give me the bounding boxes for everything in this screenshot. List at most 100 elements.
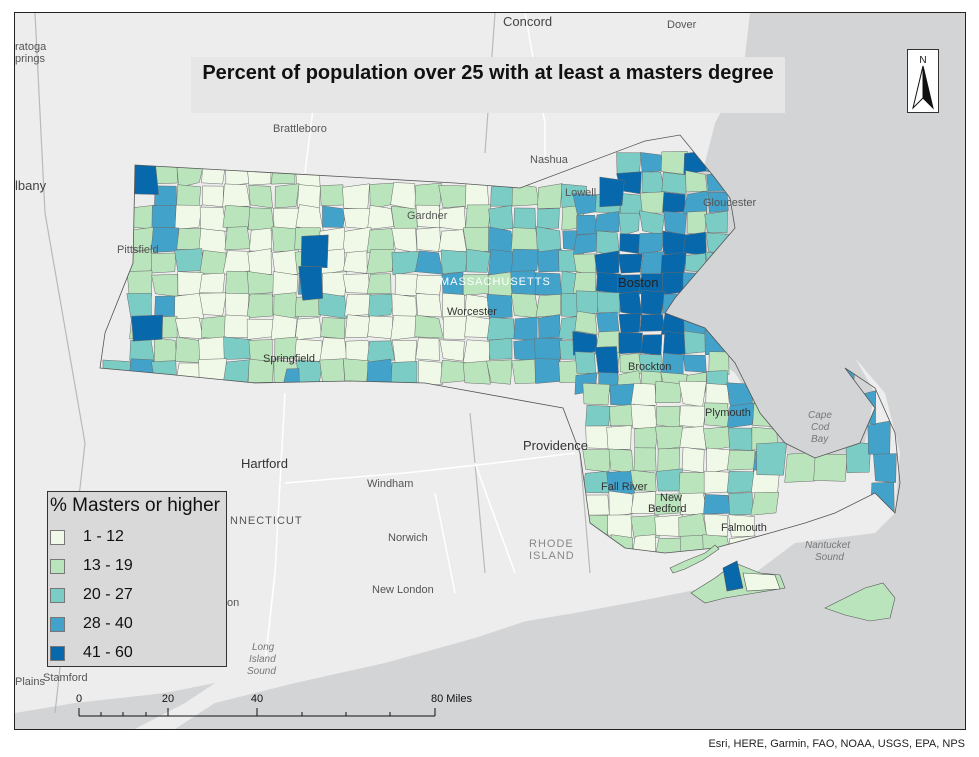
town-polygon[interactable] <box>392 339 417 364</box>
town-polygon[interactable] <box>662 192 686 213</box>
town-polygon[interactable] <box>438 229 467 252</box>
town-polygon[interactable] <box>465 248 491 273</box>
town-polygon[interactable] <box>415 293 443 318</box>
town-polygon[interactable] <box>513 316 538 341</box>
town-polygon[interactable] <box>705 383 730 405</box>
town-polygon[interactable] <box>415 204 441 229</box>
town-polygon[interactable] <box>534 358 563 384</box>
town-polygon[interactable] <box>662 331 686 356</box>
town-polygon[interactable] <box>440 359 467 384</box>
town-polygon[interactable] <box>320 317 346 340</box>
town-polygon[interactable] <box>273 292 299 319</box>
town-polygon[interactable] <box>630 403 658 430</box>
town-polygon[interactable] <box>174 292 204 320</box>
town-polygon[interactable] <box>344 314 371 338</box>
town-polygon[interactable] <box>726 402 756 429</box>
town-polygon[interactable] <box>618 290 643 316</box>
town-polygon[interactable] <box>342 183 370 210</box>
town-polygon[interactable] <box>681 446 705 474</box>
town-polygon[interactable] <box>418 360 443 385</box>
town-polygon[interactable] <box>511 248 540 275</box>
town-polygon[interactable] <box>510 227 540 253</box>
town-polygon[interactable] <box>510 293 540 319</box>
town-polygon[interactable] <box>756 441 787 476</box>
town-polygon[interactable] <box>198 228 227 254</box>
town-polygon[interactable] <box>750 491 780 516</box>
town-polygon[interactable] <box>223 314 251 338</box>
town-polygon[interactable] <box>617 253 643 274</box>
town-polygon[interactable] <box>582 382 611 406</box>
town-polygon[interactable] <box>271 249 299 276</box>
town-polygon[interactable] <box>342 250 368 274</box>
town-polygon[interactable] <box>867 420 891 455</box>
town-polygon[interactable] <box>416 226 442 253</box>
town-polygon[interactable] <box>594 346 619 374</box>
town-polygon[interactable] <box>486 359 513 385</box>
town-polygon[interactable] <box>248 207 275 232</box>
town-polygon[interactable] <box>679 405 707 429</box>
town-polygon[interactable] <box>678 472 707 495</box>
map-canvas[interactable]: Concord Dover ratoga prings Brattleboro … <box>15 13 965 729</box>
town-polygon[interactable] <box>222 183 251 208</box>
town-polygon[interactable] <box>247 248 272 275</box>
town-polygon[interactable] <box>131 314 163 342</box>
town-polygon[interactable] <box>599 176 625 208</box>
town-polygon[interactable] <box>630 515 660 539</box>
town-polygon[interactable] <box>151 205 176 230</box>
map-frame[interactable]: Concord Dover ratoga prings Brattleboro … <box>14 12 966 730</box>
town-polygon[interactable] <box>618 313 642 334</box>
town-polygon[interactable] <box>224 270 251 297</box>
town-polygon[interactable] <box>295 204 324 232</box>
town-polygon[interactable] <box>151 274 179 297</box>
town-polygon[interactable] <box>537 248 562 273</box>
town-polygon[interactable] <box>486 317 516 341</box>
town-polygon[interactable] <box>224 226 251 251</box>
town-polygon[interactable] <box>129 337 155 361</box>
town-polygon[interactable] <box>132 161 159 195</box>
town-polygon[interactable] <box>414 250 444 275</box>
town-polygon[interactable] <box>319 184 345 206</box>
town-polygon[interactable] <box>703 494 732 515</box>
town-polygon[interactable] <box>390 361 418 384</box>
town-polygon[interactable] <box>573 233 600 255</box>
town-polygon[interactable] <box>174 248 204 272</box>
town-polygon[interactable] <box>703 426 730 452</box>
town-polygon[interactable] <box>538 314 561 339</box>
town-polygon[interactable] <box>682 190 708 215</box>
town-polygon[interactable] <box>594 211 620 232</box>
town-polygon[interactable] <box>682 231 707 256</box>
town-polygon[interactable] <box>660 251 687 276</box>
marthas-vineyard-east[interactable] <box>742 572 781 592</box>
town-polygon[interactable] <box>654 380 683 404</box>
town-polygon[interactable] <box>322 205 347 228</box>
town-polygon[interactable] <box>654 514 683 537</box>
town-polygon[interactable] <box>606 425 632 450</box>
nantucket-island[interactable] <box>824 582 896 622</box>
town-polygon[interactable] <box>176 228 203 251</box>
town-polygon[interactable] <box>638 232 666 255</box>
town-polygon[interactable] <box>708 351 730 375</box>
town-polygon[interactable] <box>707 191 729 213</box>
town-polygon[interactable] <box>596 311 620 335</box>
town-polygon[interactable] <box>683 354 707 373</box>
town-polygon[interactable] <box>703 513 728 537</box>
town-polygon[interactable] <box>271 226 299 252</box>
town-polygon[interactable] <box>440 249 468 275</box>
town-polygon[interactable] <box>199 250 227 275</box>
town-polygon[interactable] <box>655 468 683 492</box>
town-polygon[interactable] <box>274 183 300 209</box>
town-polygon[interactable] <box>574 310 598 335</box>
town-polygon[interactable] <box>415 337 440 361</box>
town-polygon[interactable] <box>655 426 684 451</box>
town-polygon[interactable] <box>575 290 600 316</box>
town-polygon[interactable] <box>415 274 443 297</box>
town-polygon[interactable] <box>202 185 224 208</box>
town-polygon[interactable] <box>126 270 153 298</box>
town-polygon[interactable] <box>342 358 370 382</box>
elizabeth-islands[interactable] <box>669 544 720 574</box>
town-polygon[interactable] <box>248 227 273 252</box>
town-polygon[interactable] <box>597 291 621 314</box>
town-polygon[interactable] <box>443 316 467 340</box>
town-polygon[interactable] <box>342 273 371 294</box>
town-polygon[interactable] <box>640 290 666 316</box>
